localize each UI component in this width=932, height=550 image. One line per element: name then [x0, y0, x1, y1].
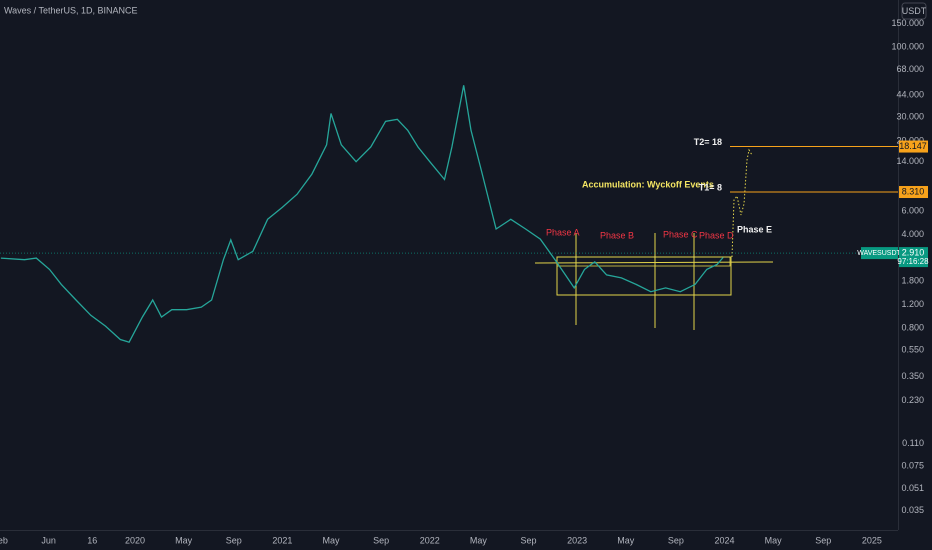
x-tick-label: May	[617, 535, 635, 545]
y-tick-label: 1.800	[901, 275, 924, 285]
y-tick-label: 0.110	[902, 438, 924, 448]
x-tick-label: Sep	[668, 535, 684, 545]
x-tick-label: Jun	[41, 535, 56, 545]
currency-button-label[interactable]: USDT	[902, 6, 927, 16]
price-label-box	[899, 247, 928, 268]
countdown: 97:16:28	[897, 257, 929, 266]
x-tick-label: Sep	[815, 535, 831, 545]
x-tick-label: May	[175, 535, 193, 545]
y-tick-label: 14.000	[896, 156, 924, 166]
annotation: Phase C	[663, 229, 698, 239]
x-tick-label: Sep	[521, 535, 537, 545]
y-tick-label: 0.550	[901, 344, 924, 354]
chart-title: Waves / TetherUS, 1D, BINANCE	[4, 5, 138, 15]
y-tick-label: 100.000	[891, 42, 924, 52]
currency-button[interactable]	[901, 2, 927, 20]
y-tick-label: 0.800	[901, 323, 924, 333]
y-tick-label: 68.000	[896, 64, 924, 74]
x-tick-label: 2020	[125, 535, 145, 545]
x-tick-label: May	[470, 535, 488, 545]
price-line	[0, 85, 724, 343]
price-label-box	[899, 140, 928, 153]
annotation: Accumulation: Wyckoff Events	[582, 179, 714, 189]
x-tick-label: 2021	[272, 535, 292, 545]
y-tick-label: 0.230	[901, 395, 924, 405]
x-tick-label: May	[765, 535, 783, 545]
y-tick-label: 0.075	[901, 460, 924, 470]
price-label: 2.910	[902, 247, 925, 257]
y-tick-label: 44.000	[896, 89, 924, 99]
annotation: Phase B	[600, 230, 634, 240]
annotation: Phase D	[699, 230, 734, 240]
x-tick-label: 2025	[862, 535, 882, 545]
trend-line	[534, 261, 774, 264]
y-tick-label: 150.000	[891, 18, 924, 28]
y-tick-label: 6.000	[901, 205, 924, 215]
annotation: Phase A	[546, 227, 580, 237]
y-tick-label: 0.035	[901, 505, 924, 515]
y-tick-label: 1.200	[901, 299, 924, 309]
annotation: Phase E	[737, 224, 772, 234]
y-tick-label: 0.350	[901, 371, 924, 381]
target-name: T2= 18	[694, 137, 722, 147]
x-tick-label: Feb	[0, 535, 8, 545]
y-tick-label: 20.000	[896, 135, 924, 145]
y-tick-label: 30.000	[896, 112, 924, 122]
y-tick-label: 4.000	[901, 229, 924, 239]
x-tick-label: 2024	[715, 535, 735, 545]
ticker-box	[861, 247, 898, 260]
x-tick-label: 2023	[567, 535, 587, 545]
ticker-label: WAVESUSDT	[857, 250, 901, 257]
x-tick-label: 16	[87, 535, 97, 545]
x-tick-label: Sep	[373, 535, 389, 545]
x-tick-label: 2022	[420, 535, 440, 545]
x-tick-label: May	[323, 535, 341, 545]
price-label: 8.310	[902, 186, 925, 196]
price-label-box	[899, 186, 928, 199]
y-tick-label: 0.051	[901, 483, 924, 493]
target-name: T1= 8	[699, 182, 722, 192]
x-tick-label: Sep	[226, 535, 242, 545]
price-label: 18.147	[899, 141, 927, 151]
